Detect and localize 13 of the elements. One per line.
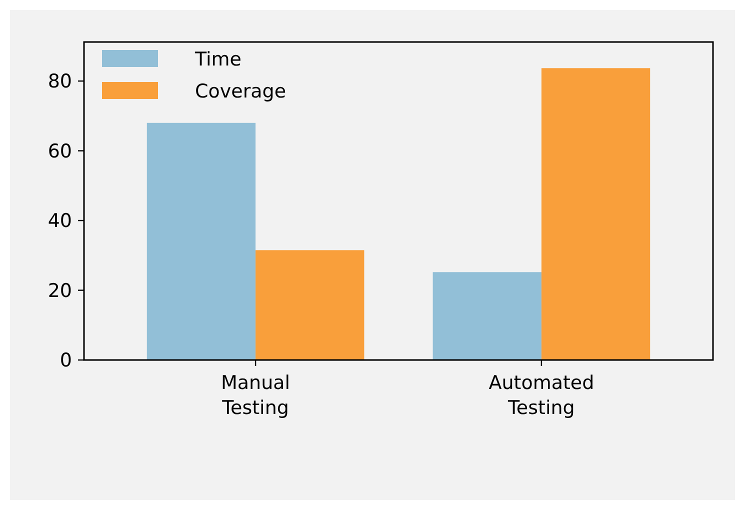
x-tick-label: Manual Testing: [221, 372, 290, 419]
x-tick-label: Automated Testing: [488, 372, 594, 419]
bar: [541, 68, 650, 360]
legend-label: Coverage: [195, 80, 286, 103]
y-tick-label: 20: [48, 280, 72, 302]
y-tick-label: 0: [60, 350, 72, 372]
bar: [256, 250, 364, 360]
y-tick-label: 40: [48, 210, 72, 232]
legend-label: Time: [194, 48, 242, 71]
bar: [432, 272, 542, 360]
y-tick-label: 60: [48, 140, 72, 162]
bar: [146, 122, 256, 360]
y-tick-label: 80: [48, 70, 72, 93]
